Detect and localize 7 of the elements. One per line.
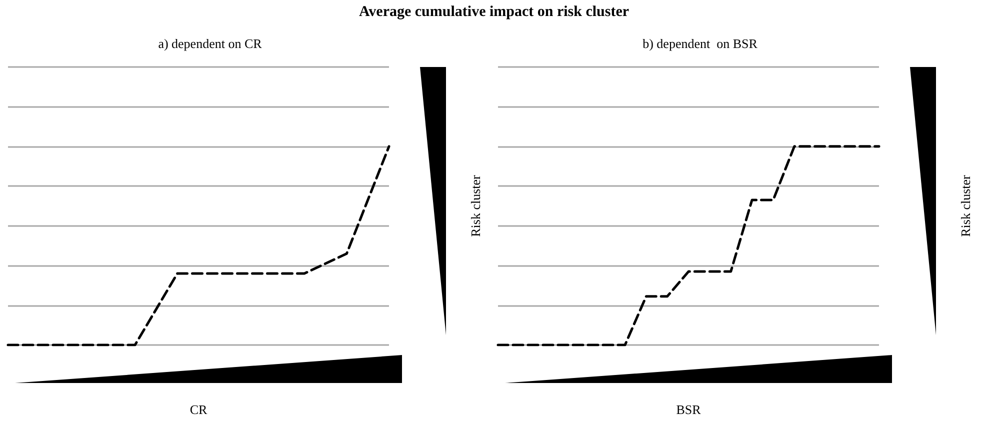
y-axis-title: Risk cluster bbox=[958, 174, 973, 237]
x-axis-title: CR bbox=[190, 402, 208, 417]
x-axis-title: BSR bbox=[676, 402, 702, 417]
y-axis-title: Risk cluster bbox=[468, 174, 483, 237]
chart-subtitle: a) dependent on CR bbox=[158, 36, 262, 51]
chart-subtitle: b) dependent on BSR bbox=[642, 36, 758, 51]
text: Average cumulative impact on risk cluster bbox=[358, 4, 630, 21]
